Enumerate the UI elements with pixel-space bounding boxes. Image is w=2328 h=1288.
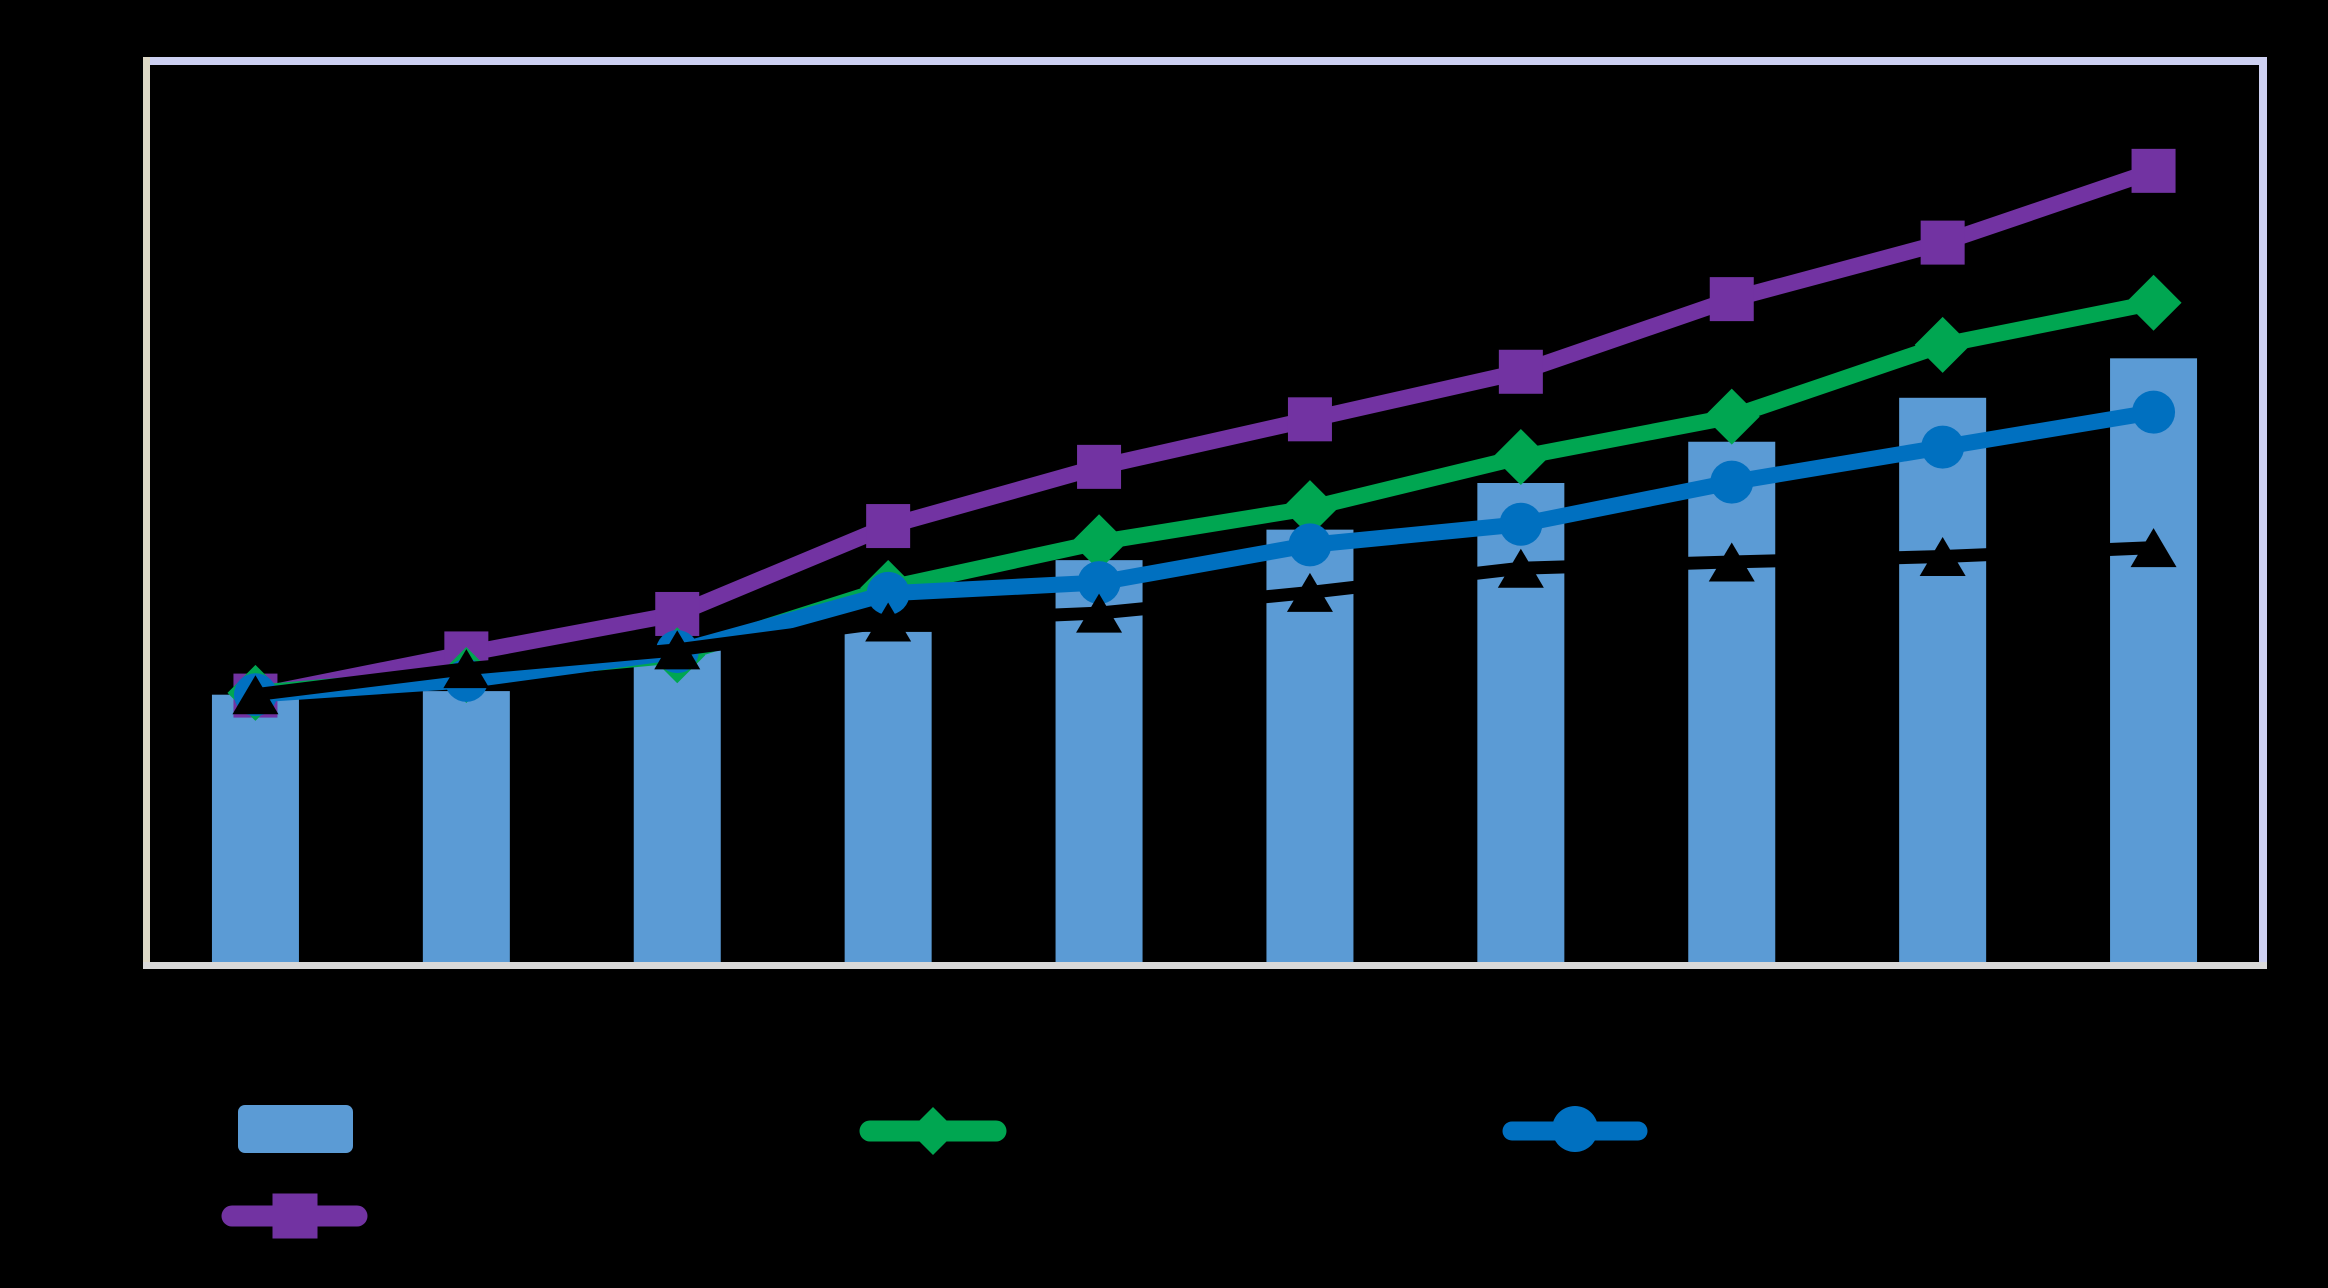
square-marker (1077, 444, 1122, 489)
square-marker (1498, 349, 1543, 394)
bar (1899, 397, 1987, 962)
circle-marker (1710, 460, 1754, 504)
triangle-marker (1497, 548, 1544, 588)
triangle-marker (443, 649, 490, 689)
circle-marker (1077, 561, 1121, 605)
square-marker (2131, 148, 2176, 193)
bar (211, 694, 299, 962)
plot-top-border (143, 57, 2267, 65)
legend-blue (1502, 1106, 1648, 1152)
triangle-marker (654, 630, 701, 670)
legend-bar-swatch (238, 1105, 353, 1153)
circle-marker (866, 571, 910, 615)
black-line-series-path (248, 541, 2161, 702)
legend-bars (238, 1105, 353, 1153)
black-line-series (232, 528, 2177, 715)
purple-line-series-path (247, 162, 2162, 704)
bar (633, 648, 721, 962)
bar (1688, 441, 1776, 962)
triangle-marker (1708, 542, 1755, 582)
circle-marker (2132, 390, 2176, 434)
x-axis-line (143, 962, 2267, 969)
triangle-marker (1919, 537, 1966, 577)
plot-right-border (2259, 57, 2267, 969)
legend (221, 1105, 1648, 1239)
diamond-marker (2125, 274, 2182, 331)
diamond-marker (1703, 388, 1760, 445)
diamond-marker (1492, 428, 1549, 485)
square-marker (1920, 220, 1965, 265)
diamond-marker (1281, 480, 1338, 537)
green-line-series (227, 274, 2182, 721)
bar (2110, 358, 2198, 963)
bar (844, 631, 932, 962)
bars-series (211, 358, 2198, 963)
blue-line-series-path (247, 404, 2162, 703)
triangle-marker (1286, 572, 1333, 612)
legend-diamond-marker (909, 1107, 957, 1155)
bar (422, 691, 510, 962)
square-marker (866, 504, 911, 549)
legend-square-marker (272, 1193, 318, 1239)
legend-green (859, 1107, 1007, 1155)
diamond-marker (1914, 316, 1971, 373)
square-marker (1287, 397, 1332, 442)
triangle-marker (232, 675, 279, 715)
legend-purple (221, 1193, 368, 1239)
triangle-marker (865, 602, 912, 642)
diamond-marker (1071, 514, 1128, 571)
triangle-marker (2130, 528, 2177, 568)
circle-marker (1921, 425, 1965, 469)
legend-circle-marker (1552, 1106, 1598, 1152)
triangle-marker (1076, 593, 1123, 633)
purple-line-series (233, 148, 2176, 718)
circle-marker (1499, 502, 1543, 546)
circle-marker (1288, 523, 1332, 567)
y-axis-line (143, 57, 150, 969)
square-marker (1709, 277, 1754, 322)
